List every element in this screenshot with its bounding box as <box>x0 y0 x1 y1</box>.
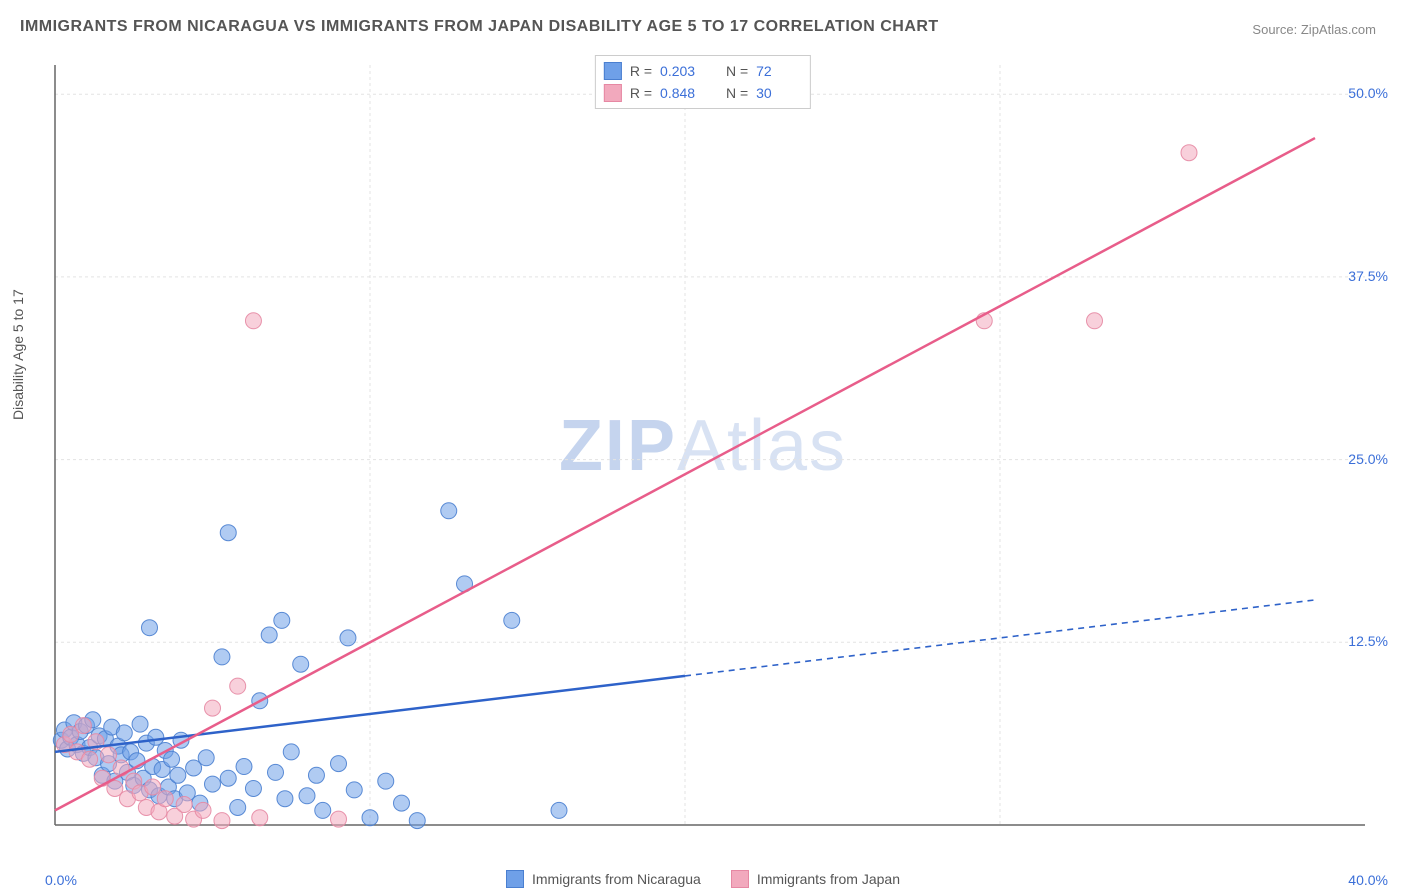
stats-legend-row: R = 0.848 N = 30 <box>604 82 802 104</box>
data-point <box>331 811 347 827</box>
stats-r-value: 0.203 <box>660 63 706 79</box>
data-point <box>331 756 347 772</box>
data-point <box>214 813 230 829</box>
data-point <box>551 802 567 818</box>
data-point <box>261 627 277 643</box>
data-point <box>157 791 173 807</box>
data-point <box>236 759 252 775</box>
data-point <box>101 747 117 763</box>
data-point <box>132 716 148 732</box>
legend-swatch <box>506 870 524 888</box>
legend-item: Immigrants from Japan <box>731 870 900 888</box>
data-point <box>245 313 261 329</box>
stats-r-label: R = <box>630 85 652 101</box>
data-point <box>274 612 290 628</box>
legend-swatch <box>604 84 622 102</box>
stats-legend-row: R = 0.203 N = 72 <box>604 60 802 82</box>
data-point <box>1087 313 1103 329</box>
data-point <box>441 503 457 519</box>
correlation-chart <box>45 55 1375 845</box>
stats-n-value: 72 <box>756 63 802 79</box>
source-link[interactable]: ZipAtlas.com <box>1301 22 1376 37</box>
data-point <box>268 764 284 780</box>
y-axis-tick: 37.5% <box>1348 268 1388 284</box>
data-point <box>198 750 214 766</box>
trend-line <box>55 676 685 752</box>
legend-label: Immigrants from Japan <box>757 871 900 887</box>
data-point <box>362 810 378 826</box>
data-point <box>378 773 394 789</box>
data-point <box>164 751 180 767</box>
data-point <box>220 525 236 541</box>
stats-r-label: R = <box>630 63 652 79</box>
y-axis-label: Disability Age 5 to 17 <box>10 289 26 420</box>
legend-item: Immigrants from Nicaragua <box>506 870 701 888</box>
data-point <box>230 799 246 815</box>
y-axis-tick: 50.0% <box>1348 85 1388 101</box>
stats-legend: R = 0.203 N = 72 R = 0.848 N = 30 <box>595 55 811 109</box>
data-point <box>113 760 129 776</box>
data-point <box>315 802 331 818</box>
data-point <box>293 656 309 672</box>
stats-r-value: 0.848 <box>660 85 706 101</box>
chart-title: IMMIGRANTS FROM NICARAGUA VS IMMIGRANTS … <box>20 18 939 36</box>
data-point <box>230 678 246 694</box>
data-point <box>299 788 315 804</box>
stats-n-label: N = <box>726 63 748 79</box>
data-point <box>394 795 410 811</box>
data-point <box>346 782 362 798</box>
data-point <box>277 791 293 807</box>
data-point <box>82 751 98 767</box>
data-point <box>145 779 161 795</box>
data-point <box>116 725 132 741</box>
legend-swatch <box>731 870 749 888</box>
data-point <box>220 770 236 786</box>
x-axis-tick-max: 40.0% <box>1348 872 1388 888</box>
x-axis-tick-min: 0.0% <box>45 872 77 888</box>
data-point <box>1181 145 1197 161</box>
data-point <box>504 612 520 628</box>
data-point <box>245 780 261 796</box>
y-axis-tick: 25.0% <box>1348 451 1388 467</box>
y-axis-tick: 12.5% <box>1348 633 1388 649</box>
legend-swatch <box>604 62 622 80</box>
data-point <box>340 630 356 646</box>
legend-label: Immigrants from Nicaragua <box>532 871 701 887</box>
stats-n-label: N = <box>726 85 748 101</box>
data-point <box>170 767 186 783</box>
data-point <box>308 767 324 783</box>
series-legend: Immigrants from Nicaragua Immigrants from… <box>506 870 900 888</box>
data-point <box>205 700 221 716</box>
data-point <box>142 620 158 636</box>
data-point <box>283 744 299 760</box>
data-point <box>214 649 230 665</box>
data-point <box>409 813 425 829</box>
data-point <box>252 810 268 826</box>
data-point <box>205 776 221 792</box>
data-point <box>75 718 91 734</box>
data-point <box>195 802 211 818</box>
source-attribution: Source: ZipAtlas.com <box>1252 22 1376 37</box>
data-point <box>176 797 192 813</box>
source-label: Source: <box>1252 22 1297 37</box>
stats-n-value: 30 <box>756 85 802 101</box>
